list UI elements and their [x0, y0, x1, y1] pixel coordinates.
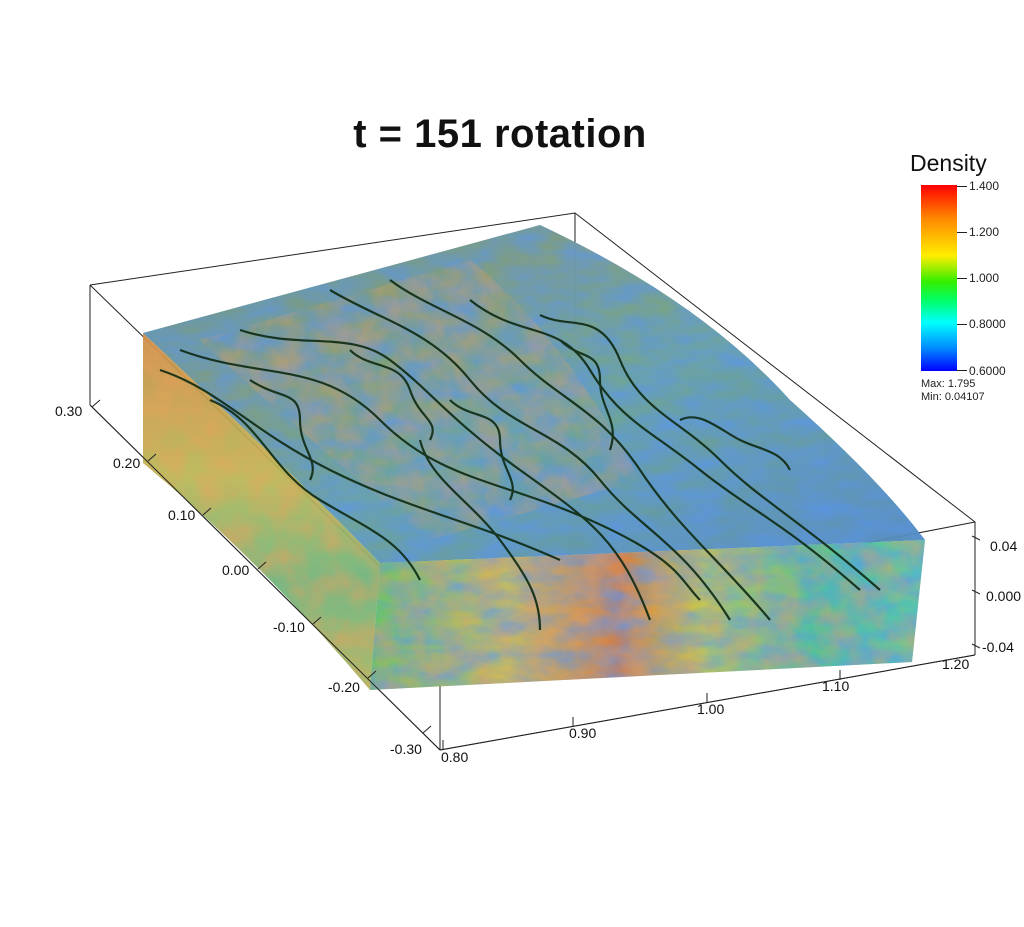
z-tick-label: -0.04	[982, 639, 1014, 655]
y-tick-label: 0.30	[55, 403, 82, 419]
y-tick-label: -0.30	[390, 741, 422, 757]
legend-label: 1.200	[969, 225, 1000, 239]
legend-max: Max: 1.795	[921, 378, 976, 390]
legend-title: Density	[910, 150, 987, 176]
x-tick-label: 0.90	[569, 725, 596, 741]
legend-label: 0.8000	[969, 317, 1006, 331]
y-tick-label: 0.00	[222, 562, 249, 578]
plot-title: t = 151 rotation	[353, 112, 647, 156]
axis-ticks	[91, 399, 981, 750]
x-axis-labels: 0.80 0.90 1.00 1.10 1.20	[441, 656, 969, 765]
legend-min: Min: 0.04107	[921, 391, 985, 403]
z-axis-labels: 0.04 0.000 -0.04	[982, 538, 1021, 655]
y-tick-label: -0.10	[273, 619, 305, 635]
y-axis-labels: 0.30 0.20 0.10 0.00 -0.10 -0.20 -0.30	[55, 403, 422, 757]
y-tick-label: 0.20	[113, 455, 140, 471]
legend-label: 1.400	[969, 179, 1000, 193]
legend-tick	[957, 370, 967, 371]
legend-label: 0.6000	[969, 364, 1006, 378]
legend-tick	[957, 186, 967, 187]
y-tick-label: -0.20	[328, 679, 360, 695]
x-tick-label: 1.10	[822, 678, 849, 694]
density-colorbar	[921, 185, 957, 371]
z-tick-label: 0.04	[990, 538, 1017, 554]
x-tick-label: 0.80	[441, 749, 468, 765]
legend-tick	[957, 278, 967, 279]
z-tick-label: 0.000	[986, 588, 1021, 604]
x-tick-label: 1.20	[942, 656, 969, 672]
legend-tick	[957, 232, 967, 233]
legend-tick	[957, 324, 967, 325]
magnetic-field-lines	[159, 279, 881, 631]
left-face-texture	[143, 333, 380, 690]
x-tick-label: 1.00	[697, 701, 724, 717]
legend-label: 1.000	[969, 271, 1000, 285]
y-tick-label: 0.10	[168, 507, 195, 523]
